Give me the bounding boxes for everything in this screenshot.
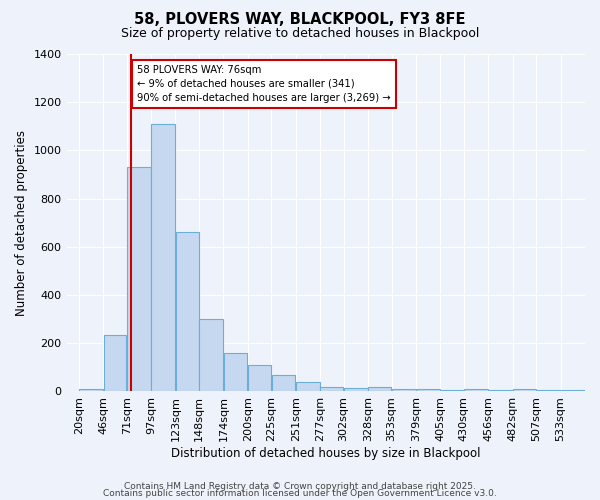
Bar: [104, 336, 127, 392]
Bar: [151, 124, 175, 392]
Bar: [224, 353, 247, 392]
Bar: [127, 168, 151, 392]
Bar: [441, 390, 463, 392]
Bar: [199, 319, 223, 392]
Bar: [392, 389, 416, 392]
Text: Contains HM Land Registry data © Crown copyright and database right 2025.: Contains HM Land Registry data © Crown c…: [124, 482, 476, 491]
Bar: [488, 390, 512, 392]
Bar: [416, 389, 440, 392]
Bar: [513, 389, 536, 392]
Y-axis label: Number of detached properties: Number of detached properties: [15, 130, 28, 316]
Bar: [561, 390, 584, 392]
Text: Size of property relative to detached houses in Blackpool: Size of property relative to detached ho…: [121, 28, 479, 40]
Bar: [320, 386, 343, 392]
Bar: [296, 382, 320, 392]
Bar: [79, 389, 103, 392]
Bar: [272, 374, 295, 392]
Bar: [176, 232, 199, 392]
Bar: [344, 388, 368, 392]
Bar: [368, 386, 391, 392]
Text: Contains public sector information licensed under the Open Government Licence v3: Contains public sector information licen…: [103, 489, 497, 498]
X-axis label: Distribution of detached houses by size in Blackpool: Distribution of detached houses by size …: [171, 447, 481, 460]
Bar: [248, 365, 271, 392]
Text: 58 PLOVERS WAY: 76sqm
← 9% of detached houses are smaller (341)
90% of semi-deta: 58 PLOVERS WAY: 76sqm ← 9% of detached h…: [137, 65, 391, 103]
Bar: [536, 390, 560, 392]
Text: 58, PLOVERS WAY, BLACKPOOL, FY3 8FE: 58, PLOVERS WAY, BLACKPOOL, FY3 8FE: [134, 12, 466, 28]
Bar: [464, 389, 488, 392]
